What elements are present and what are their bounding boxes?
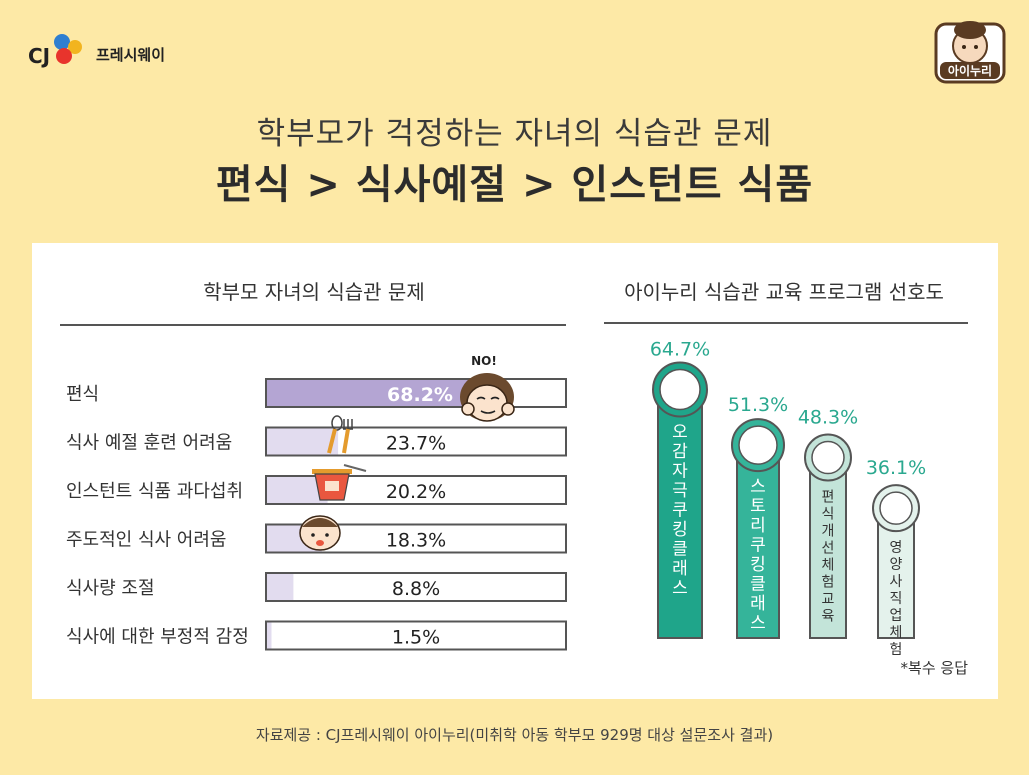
- vbar-value-label: 48.3%: [798, 407, 858, 429]
- hbar-category-label: 식사에 대한 부정적 감정: [66, 627, 249, 648]
- hbar-value-label: 8.8%: [392, 578, 440, 600]
- chef-hat-icon: [879, 491, 913, 525]
- vbar: [736, 444, 780, 639]
- hbar-fill: [267, 428, 339, 455]
- pepper-icon: [811, 440, 845, 475]
- headline-line2: 편식 > 식사예절 > 인스턴트 식품: [215, 162, 814, 208]
- hbar-track: [265, 572, 567, 602]
- no-annotation: NO!: [471, 354, 497, 368]
- hbar-fill: [267, 380, 472, 406]
- ainuri-badge: 아이누리: [934, 21, 1006, 84]
- hbar-fill: [267, 574, 294, 600]
- hbar-category-label: 식사 예절 훈련 어려움: [66, 433, 232, 454]
- cj-logo-text: CJ: [28, 44, 51, 68]
- hbar-value-label: 1.5%: [392, 627, 440, 649]
- book-icon: [738, 425, 778, 465]
- source-footer: 자료제공 : CJ프레시웨이 아이누리(미취학 아동 학부모 929명 대상 설…: [255, 726, 774, 744]
- spoon-fork-icon: [327, 415, 353, 454]
- headline-line1: 학부모가 걱정하는 자녀의 식습관 문제: [256, 116, 773, 152]
- left-chart-title: 학부모 자녀의 식습관 문제: [203, 280, 424, 304]
- vbar-value-label: 51.3%: [728, 394, 788, 416]
- charts-svg: 학부모 자녀의 식습관 문제 아이누리 식습관 교육 프로그램 선호도 편식 68…: [60, 280, 968, 677]
- right-chart-title: 아이누리 식습관 교육 프로그램 선호도: [624, 280, 944, 304]
- crying-child-icon: [299, 515, 341, 551]
- hbar-value-label: 20.2%: [386, 481, 446, 503]
- hbar-fill: [267, 622, 272, 649]
- hbar-value-label: 68.2%: [387, 384, 453, 406]
- horizontal-bar-chart: 편식 68.2% 식사 예절 훈련 어려움 23.7% 인스턴트 식품 과다섭취 20.2…: [66, 378, 567, 651]
- vertical-bar-chart: 64.7% 오 감 자 극 쿠 킹 클 래 스 51.3% 스 토 리 쿠 킹 클 래 스 48.3% 편 식 개 선 체 험 교 육…: [650, 338, 968, 677]
- hbar-category-label: 인스턴트 식품 과다섭취: [66, 481, 243, 502]
- brand: CJ 프레시웨이: [28, 32, 165, 76]
- girl-no-illustration: NO!: [460, 354, 515, 422]
- sense-icon: [659, 368, 701, 411]
- badge-label: 아이누리: [948, 63, 992, 78]
- brand-name: 프레시웨이: [96, 45, 166, 64]
- hbar-value-label: 18.3%: [386, 530, 446, 552]
- hbar-category-label: 편식: [66, 384, 99, 405]
- hbar-category-label: 식사량 조절: [66, 578, 155, 599]
- multiple-response-note: *복수 응답: [901, 659, 969, 677]
- hbar-value-label: 23.7%: [386, 433, 446, 455]
- vbar: [657, 388, 703, 639]
- hbar-category-label: 주도적인 식사 어려움: [66, 530, 226, 551]
- instant-noodle-cup-icon: [312, 464, 367, 501]
- chart-panel: 학부모 자녀의 식습관 문제 아이누리 식습관 교육 프로그램 선호도 편식 68…: [32, 243, 998, 699]
- vbar-value-label: 64.7%: [650, 338, 710, 360]
- vbar: [809, 456, 847, 639]
- vbar-value-label: 36.1%: [866, 457, 926, 479]
- hbar-track: [265, 620, 567, 651]
- cj-logo-icon: CJ: [28, 32, 88, 76]
